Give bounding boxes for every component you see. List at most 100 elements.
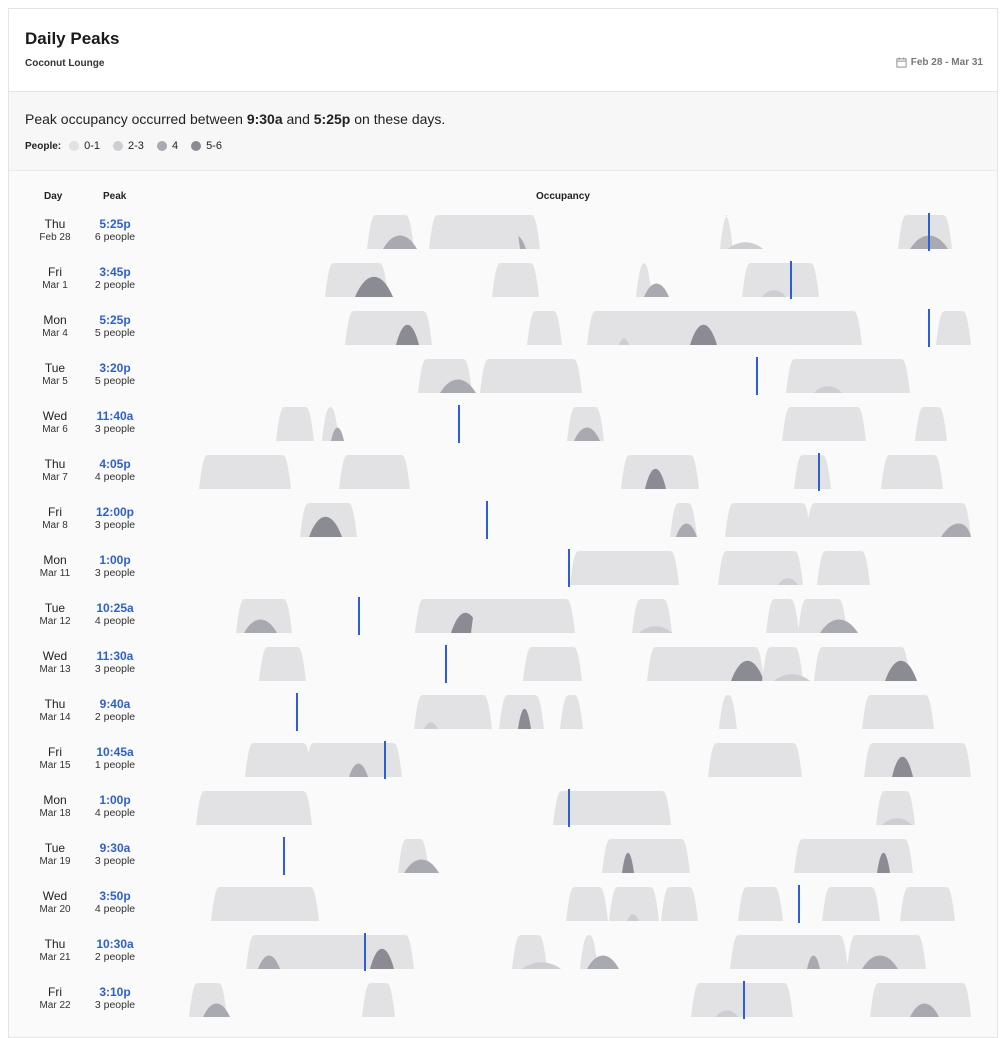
occupancy-spike xyxy=(309,516,342,537)
occupancy-spike xyxy=(258,955,280,969)
day-name: Fri xyxy=(48,265,62,279)
occupancy-block xyxy=(915,407,947,441)
occupancy-block xyxy=(636,263,652,297)
peak-time[interactable]: 10:45a xyxy=(96,745,134,759)
legend-dot xyxy=(156,141,167,151)
table-row: Thu Mar 7 4:05p 4 people xyxy=(9,451,997,499)
occupancy-block xyxy=(259,647,306,681)
day-date: Mar 18 xyxy=(39,808,71,819)
day-cell: Thu Mar 14 xyxy=(9,697,101,724)
legend-item: 0-1 xyxy=(69,140,100,152)
peak-time[interactable]: 9:30a xyxy=(99,841,131,855)
occupancy-block xyxy=(794,839,913,873)
peak-time[interactable]: 3:45p xyxy=(99,265,131,279)
day-name: Fri xyxy=(48,505,62,519)
peak-cell: 9:30a 3 people xyxy=(65,841,165,868)
peak-time[interactable]: 10:25a xyxy=(96,601,134,615)
day-cell: Mon Mar 11 xyxy=(9,553,101,580)
occupancy-block xyxy=(738,887,783,921)
peak-people: 4 people xyxy=(94,615,136,627)
day-date: Mar 15 xyxy=(39,760,71,771)
occupancy-spike xyxy=(518,708,531,729)
table-row: Thu Mar 14 9:40a 2 people xyxy=(9,691,997,739)
summary-start-time: 9:30a xyxy=(246,111,283,127)
table-row: Mon Mar 18 1:00p 4 people xyxy=(9,787,997,835)
day-name: Tue xyxy=(44,601,66,615)
day-date: Mar 14 xyxy=(39,712,71,723)
occupancy-block xyxy=(661,887,698,921)
date-range-selector[interactable]: Feb 28 - Mar 31 xyxy=(896,57,983,68)
peak-time[interactable]: 1:00p xyxy=(99,553,131,567)
legend-label: People: xyxy=(25,140,62,152)
occupancy-spike xyxy=(820,619,858,633)
peak-cell: 3:50p 4 people xyxy=(65,889,165,916)
day-name: Thu xyxy=(44,217,66,231)
day-cell: Wed Mar 20 xyxy=(9,889,101,916)
peak-people: 3 people xyxy=(94,519,136,531)
occupancy-timeline xyxy=(245,741,971,779)
occupancy-timeline xyxy=(296,693,934,731)
table-row: Tue Mar 5 3:20p 5 people xyxy=(9,355,997,403)
occupancy-spike xyxy=(644,283,669,297)
peak-people: 3 people xyxy=(94,663,136,675)
occupancy-block xyxy=(794,455,831,489)
occupancy-block xyxy=(211,887,319,921)
summary-text: Peak occupancy occurred between 9:30a an… xyxy=(25,111,445,127)
day-cell: Wed Mar 6 xyxy=(9,409,101,436)
day-date: Mar 21 xyxy=(39,952,71,963)
peak-people: 6 people xyxy=(94,231,136,243)
peak-time[interactable]: 12:00p xyxy=(95,505,135,519)
day-cell: Tue Mar 12 xyxy=(9,601,101,628)
occupancy-block xyxy=(782,407,866,441)
peak-time[interactable]: 5:25p xyxy=(99,313,131,327)
occupancy-spike xyxy=(676,523,697,537)
occupancy-spike xyxy=(355,276,393,297)
occupancy-spike xyxy=(424,722,438,729)
peak-time[interactable]: 5:25p xyxy=(99,217,131,231)
day-name: Mon xyxy=(43,313,67,327)
occupancy-block xyxy=(900,887,955,921)
occupancy-block xyxy=(793,359,868,393)
day-date: Mar 1 xyxy=(42,280,68,291)
peak-cell: 1:00p 4 people xyxy=(65,793,165,820)
occupancy-timeline xyxy=(211,885,955,923)
day-name: Thu xyxy=(44,937,66,951)
peak-time[interactable]: 3:50p xyxy=(99,889,131,903)
peak-time[interactable]: 4:05p xyxy=(99,457,131,471)
occupancy-timeline xyxy=(325,261,819,299)
table-row: Thu Mar 21 10:30a 2 people xyxy=(9,931,997,979)
table-row: Thu Feb 28 5:25p 6 people xyxy=(9,211,997,259)
peak-time[interactable]: 11:30a xyxy=(96,649,134,663)
occupancy-block xyxy=(719,695,737,729)
day-date: Mar 20 xyxy=(39,904,71,915)
peak-people: 4 people xyxy=(94,807,136,819)
day-date: Mar 4 xyxy=(42,328,68,339)
summary-section: Peak occupancy occurred between 9:30a an… xyxy=(9,92,997,171)
occupancy-block xyxy=(720,215,733,249)
peak-time[interactable]: 1:00p xyxy=(99,793,131,807)
occupancy-block xyxy=(276,407,314,441)
summary-end-time: 5:25p xyxy=(313,111,351,127)
occupancy-block xyxy=(718,551,803,585)
peak-time[interactable]: 3:20p xyxy=(99,361,131,375)
day-name: Mon xyxy=(43,553,67,567)
occupancy-spike xyxy=(892,756,913,777)
occupancy-block xyxy=(471,599,575,633)
peak-time[interactable]: 9:40a xyxy=(99,697,131,711)
peak-time[interactable]: 10:30a xyxy=(96,937,134,951)
peak-time[interactable]: 11:40a xyxy=(96,409,134,423)
table-row: Wed Mar 20 3:50p 4 people xyxy=(9,883,997,931)
table-row: Tue Mar 19 9:30a 3 people xyxy=(9,835,997,883)
occupancy-spike xyxy=(728,242,763,249)
occupancy-timeline xyxy=(300,501,971,539)
day-date: Mar 11 xyxy=(39,568,71,579)
venue-name: Coconut Lounge xyxy=(25,58,105,69)
day-name: Wed xyxy=(42,409,68,423)
legend-item-label: 2-3 xyxy=(128,140,144,152)
occupancy-spike xyxy=(885,660,917,681)
day-date: Mar 6 xyxy=(42,424,68,435)
occupancy-spike xyxy=(774,674,810,681)
peak-time[interactable]: 3:10p xyxy=(99,985,131,999)
occupancy-spike xyxy=(941,523,971,537)
legend-item-label: 4 xyxy=(171,140,179,152)
